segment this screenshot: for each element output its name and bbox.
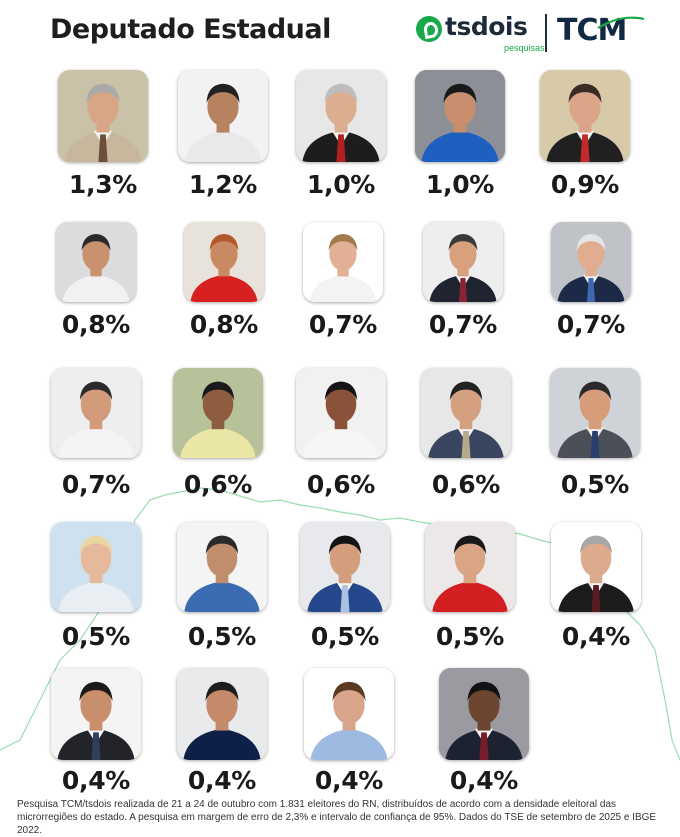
candidate-card: 1,2% [158,70,288,210]
header: Deputado Estadual tsdois pesquisas TCM [0,0,680,64]
vote-percentage: 1,0% [425,170,495,199]
candidate-card: 0,5% [530,368,660,508]
candidate-card: 0,4% [31,668,161,808]
candidate-card: 1,0% [395,70,525,210]
candidate-photo [550,368,640,458]
vote-percentage: 0,7% [556,310,626,339]
candidate-photo [56,222,136,302]
tcm-swoosh-icon [597,16,645,29]
candidate-photo [540,70,630,162]
candidate-photo [51,368,141,458]
candidate-card: 1,3% [38,70,168,210]
vote-percentage: 0,7% [308,310,378,339]
vote-percentage: 0,6% [306,470,376,499]
vote-percentage: 1,3% [68,170,138,199]
vote-percentage: 0,5% [560,470,630,499]
vote-percentage: 1,2% [188,170,258,199]
vote-percentage: 0,7% [61,470,131,499]
vote-percentage: 0,4% [314,766,384,795]
candidate-card: 0,8% [159,222,289,362]
vote-percentage: 0,4% [187,766,257,795]
tcm-logo-text: TCM [557,13,627,48]
vote-percentage: 0,9% [550,170,620,199]
candidate-card: 0,7% [526,222,656,362]
candidate-card: 0,6% [401,368,531,508]
tsdois-logo-subtitle: pesquisas [504,43,545,53]
vote-percentage: 0,8% [61,310,131,339]
candidate-card: 0,4% [531,522,661,662]
methodology-note: Pesquisa TCM/tsdois realizada de 21 a 24… [17,799,657,836]
candidate-photo [173,368,263,458]
candidate-photo [58,70,148,162]
candidate-photo [296,368,386,458]
candidate-photo [423,222,503,302]
candidate-card: 0,6% [153,368,283,508]
candidate-card: 0,7% [31,368,161,508]
candidate-photo [177,668,267,760]
candidate-photo [51,668,141,760]
candidate-photo [551,222,631,302]
vote-percentage: 0,4% [449,766,519,795]
candidate-card: 0,4% [157,668,287,808]
candidate-photo [415,70,505,162]
candidate-card: 0,8% [31,222,161,362]
vote-percentage: 0,7% [428,310,498,339]
candidate-card: 0,7% [398,222,528,362]
vote-percentage: 0,5% [310,622,380,651]
vote-percentage: 0,5% [61,622,131,651]
vote-percentage: 0,6% [183,470,253,499]
candidate-photo [296,70,386,162]
candidate-card: 0,5% [280,522,410,662]
candidate-card: 0,5% [31,522,161,662]
candidate-photo [421,368,511,458]
candidate-card: 1,0% [276,70,406,210]
logo-divider [545,14,547,52]
candidate-photo [51,522,141,612]
vote-percentage: 0,4% [61,766,131,795]
candidate-card: 0,4% [284,668,414,808]
candidate-photo [300,522,390,612]
candidate-photo [178,70,268,162]
vote-percentage: 1,0% [306,170,376,199]
candidate-photo [177,522,267,612]
candidate-card: 0,5% [157,522,287,662]
candidate-photo [425,522,515,612]
candidate-photo [184,222,264,302]
tsdois-logo-text: tsdois [445,12,528,41]
page-title: Deputado Estadual [50,14,331,45]
tsdois-logo-icon [416,16,442,42]
candidate-photo [439,668,529,760]
vote-percentage: 0,5% [187,622,257,651]
candidate-card: 0,7% [278,222,408,362]
candidate-card: 0,6% [276,368,406,508]
candidate-photo [304,668,394,760]
candidate-card: 0,9% [520,70,650,210]
vote-percentage: 0,5% [435,622,505,651]
logos: tsdois pesquisas TCM [416,12,656,54]
candidate-photo [551,522,641,612]
candidate-photo [303,222,383,302]
vote-percentage: 0,6% [431,470,501,499]
vote-percentage: 0,4% [561,622,631,651]
candidate-card: 0,5% [405,522,535,662]
candidate-card: 0,4% [419,668,549,808]
vote-percentage: 0,8% [189,310,259,339]
